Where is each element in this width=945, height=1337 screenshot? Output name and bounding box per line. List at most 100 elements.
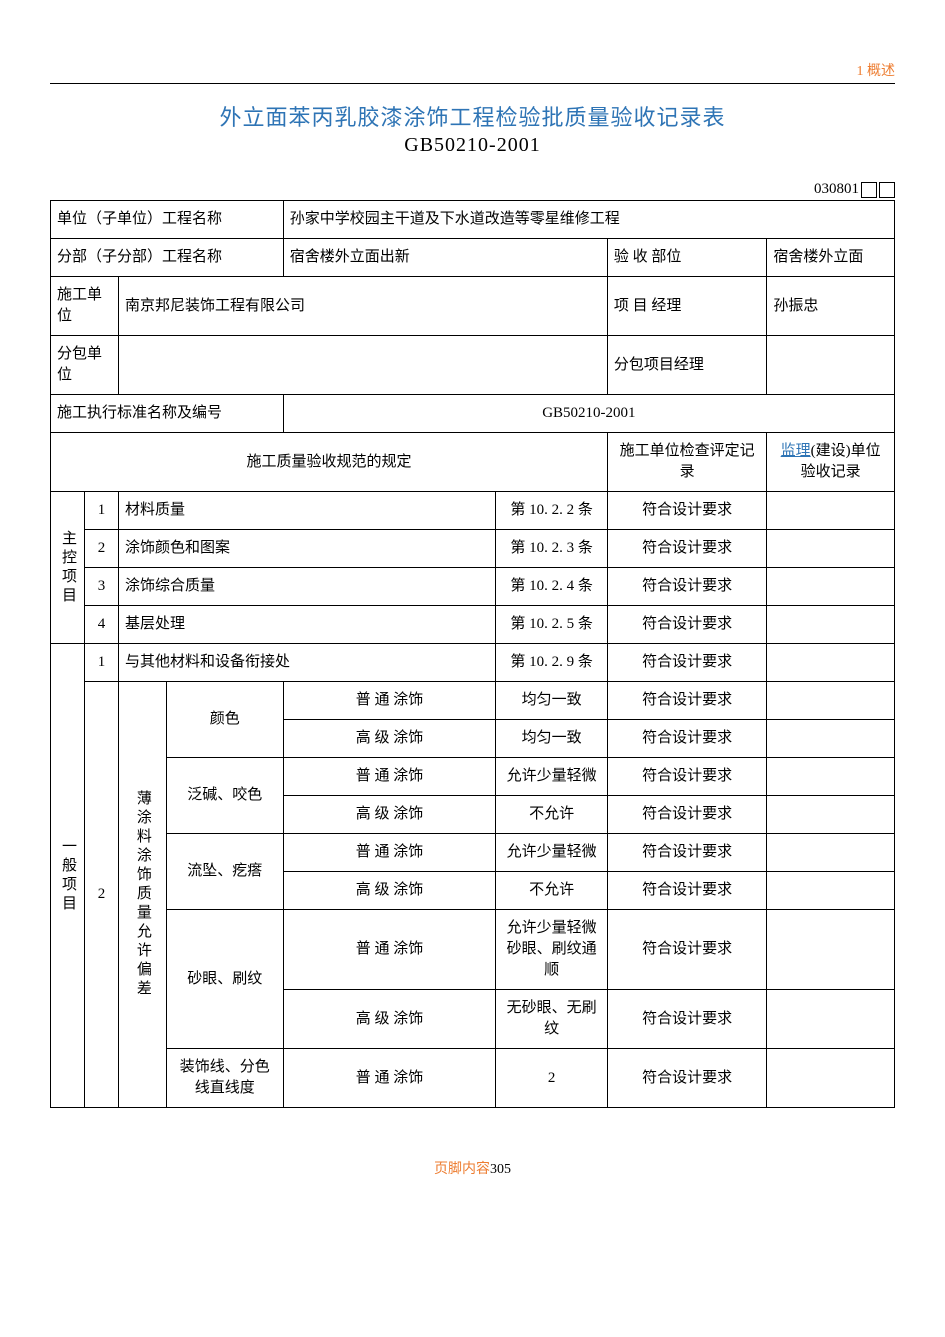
header-supervise: 监理(建设)单位验收记录 <box>767 433 895 492</box>
thin-2-common-grade: 普 通 涂饰 <box>283 834 496 872</box>
gen-1-n: 1 <box>85 644 119 682</box>
main-3-clause: 第 10. 2. 4 条 <box>496 568 608 606</box>
unit-project-label: 单位（子单位）工程名称 <box>51 201 284 239</box>
std-value: GB50210-2001 <box>283 395 894 433</box>
main-4-clause: 第 10. 2. 5 条 <box>496 606 608 644</box>
thin-0-name: 颜色 <box>166 682 283 758</box>
thin-last-grade: 普 通 涂饰 <box>283 1049 496 1108</box>
thin-1-name: 泛碱、咬色 <box>166 758 283 834</box>
gen-1-super <box>767 644 895 682</box>
main-2-super <box>767 530 895 568</box>
subdiv-label: 分部（子分部）工程名称 <box>51 239 284 277</box>
main-2-n: 2 <box>85 530 119 568</box>
thin-last-name: 装饰线、分色线直线度 <box>166 1049 283 1108</box>
accept-part-value: 宿舍楼外立面 <box>767 239 895 277</box>
title-code: GB50210-2001 <box>50 134 895 157</box>
main-1-n: 1 <box>85 492 119 530</box>
main-1-super <box>767 492 895 530</box>
main-3-super <box>767 568 895 606</box>
thin-3-common-sup <box>767 910 895 990</box>
thin-2-common-res: 符合设计要求 <box>607 834 766 872</box>
footer-page: 305 <box>490 1162 511 1177</box>
thin-0-high-req: 均匀一致 <box>496 720 608 758</box>
page-footer: 页脚内容305 <box>50 1158 895 1178</box>
vlabel-thin: 薄涂料涂饰质量允许偏差 <box>119 682 167 1108</box>
thin-2-high-req: 不允许 <box>496 872 608 910</box>
main-2-clause: 第 10. 2. 3 条 <box>496 530 608 568</box>
record-table: 单位（子单位）工程名称 孙家中学校园主干道及下水道改造等零星维修工程 分部（子分… <box>50 200 895 1108</box>
thin-last-res: 符合设计要求 <box>607 1049 766 1108</box>
thin-2-high-res: 符合设计要求 <box>607 872 766 910</box>
thin-0-high-sup <box>767 720 895 758</box>
main-2-name: 涂饰颜色和图案 <box>119 530 496 568</box>
thin-last-req: 2 <box>496 1049 608 1108</box>
pm-label: 项 目 经理 <box>607 277 766 336</box>
constr-unit-value: 南京邦尼装饰工程有限公司 <box>119 277 608 336</box>
thin-3-common-req: 允许少量轻微砂眼、刷纹通顺 <box>496 910 608 990</box>
vlabel-main: 主控项目 <box>51 492 85 644</box>
thin-3-high-grade: 高 级 涂饰 <box>283 990 496 1049</box>
subcontract-label: 分包单位 <box>51 336 119 395</box>
thin-1-common-grade: 普 通 涂饰 <box>283 758 496 796</box>
thin-1-common-req: 允许少量轻微 <box>496 758 608 796</box>
thin-1-common-sup <box>767 758 895 796</box>
thin-3-common-grade: 普 通 涂饰 <box>283 910 496 990</box>
thin-1-high-res: 符合设计要求 <box>607 796 766 834</box>
supervise-link[interactable]: 监理 <box>781 443 811 459</box>
sub-pm-label: 分包项目经理 <box>607 336 766 395</box>
main-3-n: 3 <box>85 568 119 606</box>
thin-1-common-res: 符合设计要求 <box>607 758 766 796</box>
checkbox-2 <box>879 182 895 198</box>
std-label: 施工执行标准名称及编号 <box>51 395 284 433</box>
header-section-no: 1 <box>857 64 864 79</box>
footer-label: 页脚内容 <box>434 1162 490 1177</box>
header-section-label: 概述 <box>867 64 895 79</box>
accept-part-label: 验 收 部位 <box>607 239 766 277</box>
supervise-rest: (建设)单位验收记录 <box>801 443 881 480</box>
main-1-result: 符合设计要求 <box>607 492 766 530</box>
subcontract-value <box>119 336 608 395</box>
doc-code-text: 030801 <box>814 181 859 197</box>
thin-0-high-grade: 高 级 涂饰 <box>283 720 496 758</box>
thin-0-common-req: 均匀一致 <box>496 682 608 720</box>
main-1-clause: 第 10. 2. 2 条 <box>496 492 608 530</box>
main-1-name: 材料质量 <box>119 492 496 530</box>
thin-3-high-sup <box>767 990 895 1049</box>
sub-pm-value <box>767 336 895 395</box>
page-title: 外立面苯丙乳胶漆涂饰工程检验批质量验收记录表 <box>50 100 895 132</box>
gen-1-clause: 第 10. 2. 9 条 <box>496 644 608 682</box>
thin-3-high-res: 符合设计要求 <box>607 990 766 1049</box>
thin-1-high-grade: 高 级 涂饰 <box>283 796 496 834</box>
main-4-result: 符合设计要求 <box>607 606 766 644</box>
thin-2-name: 流坠、疙瘩 <box>166 834 283 910</box>
thin-3-high-req: 无砂眼、无刷纹 <box>496 990 608 1049</box>
subdiv-value: 宿舍楼外立面出新 <box>283 239 607 277</box>
vlabel-general: 一般项目 <box>51 644 85 1108</box>
thin-0-high-res: 符合设计要求 <box>607 720 766 758</box>
thin-0-common-sup <box>767 682 895 720</box>
main-4-super <box>767 606 895 644</box>
checkbox-1 <box>861 182 877 198</box>
thin-1-high-req: 不允许 <box>496 796 608 834</box>
header-breadcrumb: 1 概述 <box>50 60 895 84</box>
thin-0-common-grade: 普 通 涂饰 <box>283 682 496 720</box>
header-check: 施工单位检查评定记录 <box>607 433 766 492</box>
pm-value: 孙振忠 <box>767 277 895 336</box>
title-block: 外立面苯丙乳胶漆涂饰工程检验批质量验收记录表 GB50210-2001 <box>50 100 895 157</box>
thin-3-common-res: 符合设计要求 <box>607 910 766 990</box>
thin-last-sup <box>767 1049 895 1108</box>
constr-unit-label: 施工单位 <box>51 277 119 336</box>
main-4-n: 4 <box>85 606 119 644</box>
main-2-result: 符合设计要求 <box>607 530 766 568</box>
thin-2-high-sup <box>767 872 895 910</box>
gen-2-n: 2 <box>85 682 119 1108</box>
thin-2-common-sup <box>767 834 895 872</box>
thin-2-high-grade: 高 级 涂饰 <box>283 872 496 910</box>
header-spec: 施工质量验收规范的规定 <box>51 433 608 492</box>
main-3-result: 符合设计要求 <box>607 568 766 606</box>
thin-1-high-sup <box>767 796 895 834</box>
thin-3-name: 砂眼、刷纹 <box>166 910 283 1049</box>
main-4-name: 基层处理 <box>119 606 496 644</box>
main-3-name: 涂饰综合质量 <box>119 568 496 606</box>
gen-1-result: 符合设计要求 <box>607 644 766 682</box>
